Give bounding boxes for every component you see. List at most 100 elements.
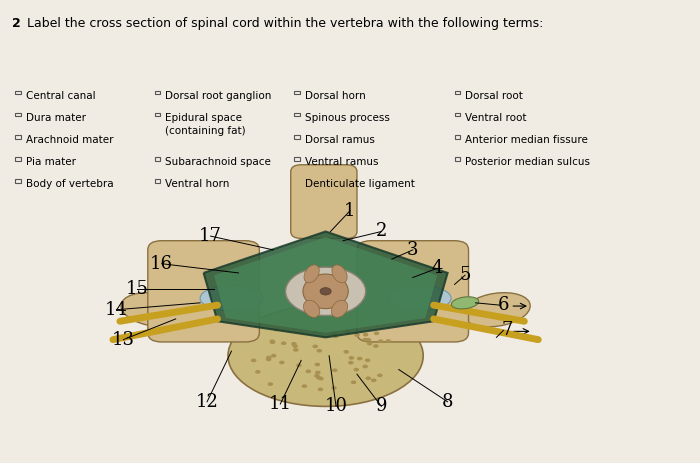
PathPatch shape [204, 232, 447, 338]
Text: 10: 10 [325, 397, 348, 415]
Circle shape [357, 357, 363, 360]
Circle shape [266, 356, 272, 359]
PathPatch shape [214, 237, 438, 333]
Circle shape [291, 342, 297, 346]
Bar [294, 113, 300, 116]
Circle shape [281, 341, 286, 345]
Text: 9: 9 [376, 397, 387, 415]
Text: Label the cross section of spinal cord within the vertebra with the following te: Label the cross section of spinal cord w… [27, 18, 544, 31]
Text: 2: 2 [376, 223, 387, 240]
Circle shape [351, 381, 356, 384]
Circle shape [315, 371, 321, 375]
Circle shape [331, 386, 337, 390]
Text: Ventral horn: Ventral horn [165, 180, 230, 189]
Ellipse shape [286, 267, 365, 315]
FancyBboxPatch shape [290, 165, 357, 238]
Ellipse shape [304, 300, 320, 317]
Bar [294, 135, 300, 138]
Circle shape [318, 388, 323, 391]
Circle shape [313, 329, 319, 333]
Bar [294, 157, 300, 161]
Circle shape [354, 333, 360, 337]
Bar [155, 91, 160, 94]
Bar [294, 179, 300, 183]
Bar [15, 179, 21, 183]
Circle shape [318, 377, 323, 381]
Circle shape [271, 354, 277, 357]
Text: Pia mater: Pia mater [26, 157, 76, 168]
Circle shape [386, 339, 391, 343]
FancyBboxPatch shape [357, 241, 468, 342]
Circle shape [363, 338, 368, 341]
Text: 3: 3 [407, 241, 419, 259]
Text: Dorsal horn: Dorsal horn [304, 91, 365, 101]
Ellipse shape [452, 297, 479, 309]
Text: 14: 14 [105, 301, 128, 319]
Circle shape [316, 376, 321, 380]
Circle shape [303, 323, 309, 326]
Circle shape [273, 328, 279, 332]
Circle shape [363, 333, 368, 337]
Circle shape [314, 363, 320, 366]
Circle shape [314, 374, 320, 378]
Circle shape [320, 288, 331, 295]
Circle shape [332, 369, 337, 372]
Circle shape [371, 378, 377, 382]
Circle shape [270, 340, 275, 344]
Circle shape [360, 319, 366, 323]
Bar [15, 157, 21, 161]
Ellipse shape [331, 300, 348, 317]
Text: Dura mater: Dura mater [26, 113, 86, 123]
Circle shape [270, 339, 275, 343]
Text: 6: 6 [498, 296, 509, 314]
Text: Dorsal root: Dorsal root [465, 91, 523, 101]
Bar [15, 113, 21, 116]
Text: Ventral root: Ventral root [465, 113, 526, 123]
Text: 8: 8 [442, 393, 454, 411]
Text: 17: 17 [199, 227, 222, 245]
Bar [15, 135, 21, 138]
Circle shape [293, 344, 298, 348]
Circle shape [266, 357, 272, 361]
Text: Ventral ramus: Ventral ramus [304, 157, 378, 168]
Circle shape [267, 382, 273, 386]
Circle shape [377, 374, 383, 377]
Text: Spinous process: Spinous process [304, 113, 390, 123]
Bar [155, 179, 160, 183]
Circle shape [367, 342, 372, 345]
Circle shape [378, 339, 384, 343]
Text: 4: 4 [431, 259, 443, 277]
Ellipse shape [304, 265, 319, 283]
Circle shape [363, 365, 368, 368]
Circle shape [316, 349, 322, 352]
Bar [155, 157, 160, 161]
Text: Epidural space
(containing fat): Epidural space (containing fat) [165, 113, 246, 136]
Circle shape [365, 358, 370, 362]
Circle shape [348, 361, 354, 364]
Circle shape [332, 334, 338, 338]
Circle shape [374, 332, 379, 335]
Text: Anterior median fissure: Anterior median fissure [465, 135, 588, 145]
Text: Posterior median sulcus: Posterior median sulcus [465, 157, 590, 168]
Text: Central canal: Central canal [26, 91, 95, 101]
Circle shape [332, 333, 337, 337]
Text: 15: 15 [126, 280, 149, 298]
Circle shape [365, 376, 371, 380]
Text: 2: 2 [12, 18, 20, 31]
Bar [454, 91, 460, 94]
Text: Denticulate ligament: Denticulate ligament [304, 180, 414, 189]
Circle shape [279, 361, 285, 364]
Text: 16: 16 [150, 255, 174, 273]
Circle shape [287, 319, 293, 323]
Ellipse shape [228, 305, 424, 407]
Text: 7: 7 [501, 321, 512, 339]
Circle shape [302, 384, 307, 388]
Circle shape [296, 363, 302, 367]
Ellipse shape [389, 286, 451, 311]
Circle shape [305, 369, 311, 373]
Text: Dorsal ramus: Dorsal ramus [304, 135, 374, 145]
Circle shape [293, 348, 299, 352]
Bar [155, 113, 160, 116]
Circle shape [312, 344, 318, 348]
Text: 11: 11 [269, 395, 292, 413]
